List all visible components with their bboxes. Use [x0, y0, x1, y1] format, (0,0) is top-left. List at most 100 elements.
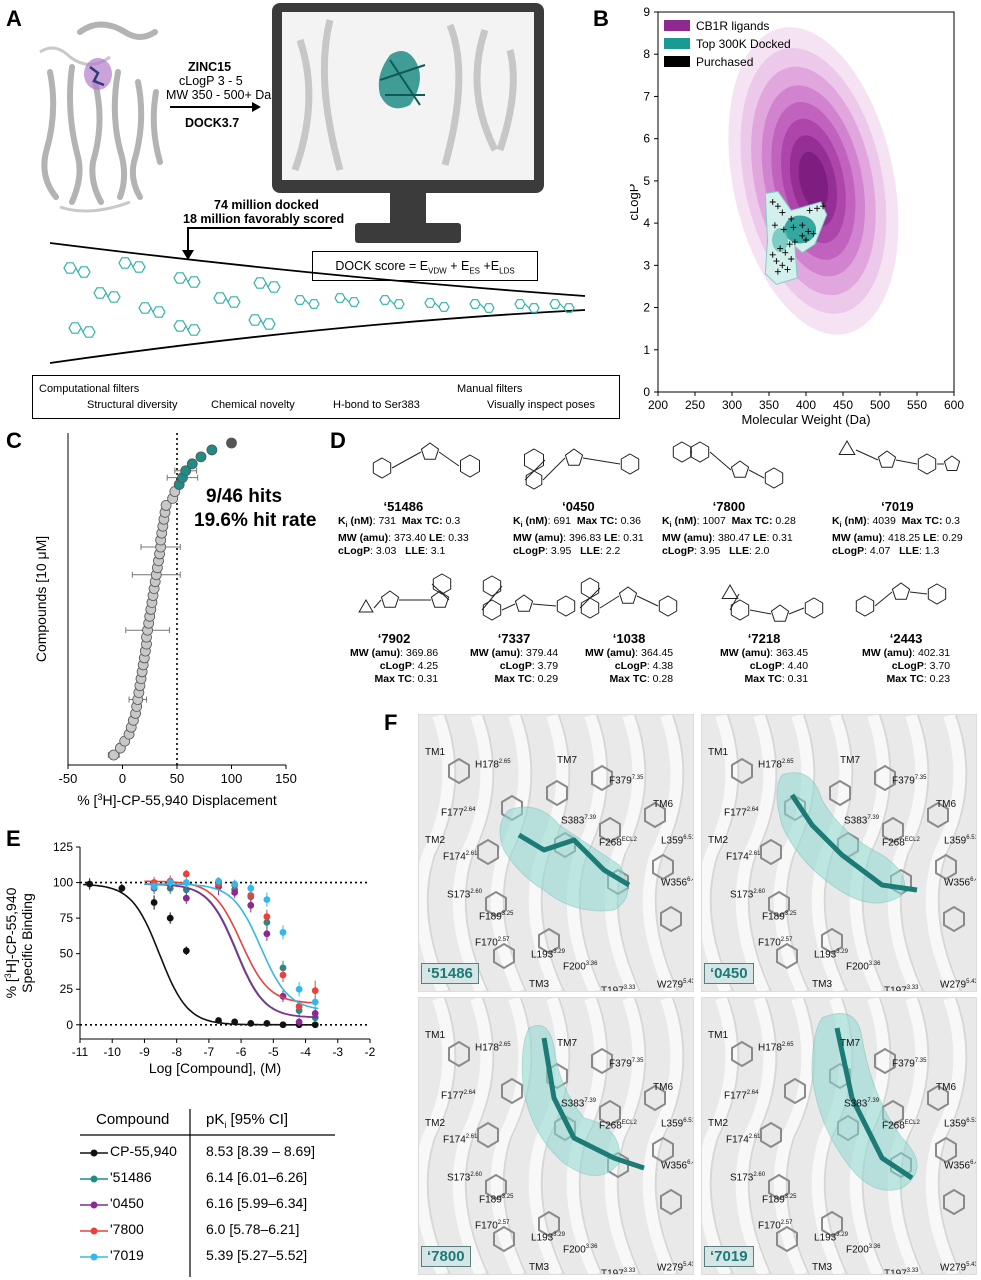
x-tick-label: -50 — [59, 771, 78, 786]
residue-ballesteros-number: 2.64 — [746, 1090, 759, 1096]
residue-ballesteros-number: 6.51 — [683, 1118, 694, 1124]
residue-ballesteros-number: 3.36 — [868, 1244, 881, 1250]
residue-ballesteros-number: 7.39 — [867, 1098, 880, 1104]
funnel-molecule-ring — [77, 266, 91, 278]
legend-marker-dot — [90, 1227, 98, 1235]
y-tick-label: 1 — [643, 343, 650, 357]
helix-ribbon — [887, 715, 930, 991]
residue-label: T1973.33 — [601, 1268, 636, 1275]
funnel-molecule-bond — [559, 303, 565, 309]
helix-ribbon — [452, 998, 495, 1274]
legend-swatch — [664, 56, 690, 67]
funnel-molecule-ring — [438, 302, 450, 312]
purchased-point — [774, 203, 781, 210]
purchased-point — [799, 232, 806, 239]
purchased-point — [803, 237, 809, 243]
funnel-molecule-ring — [267, 281, 281, 293]
fit-curve — [83, 883, 317, 1026]
residue-label: F2003.36 — [563, 1244, 598, 1256]
data-point — [86, 880, 94, 888]
residue-label: S3837.39 — [561, 815, 597, 827]
docking-pose-panel: H1782.65 F1772.64 F1742.61 S1732.60 F1893.25… — [701, 997, 977, 1275]
helix-label: TM3 — [529, 1262, 549, 1273]
ligand-sticks — [517, 832, 631, 888]
fit-curve — [144, 883, 319, 1010]
residue-stick — [448, 1040, 470, 1068]
molecule-ring — [564, 448, 584, 466]
funnel-molecule-bond — [185, 277, 189, 283]
y-tick-label: 4 — [643, 216, 650, 230]
residue-stick — [652, 1136, 674, 1164]
compound-pose-label: ‘7800 — [421, 1246, 471, 1267]
funnel-molecule-ring — [152, 306, 166, 318]
purchased-point — [790, 224, 797, 231]
helix-ribbon — [419, 715, 457, 991]
ligand-surface — [776, 772, 905, 904]
docked-density-core — [784, 215, 817, 244]
funnel-molecule-ring — [262, 318, 276, 330]
dock-score-lds-prefix: +E — [480, 259, 500, 273]
molecule-ring — [730, 599, 750, 621]
compound-point — [180, 465, 192, 477]
funnel-molecule-bond — [389, 299, 395, 305]
residue-stick — [760, 1121, 782, 1149]
monitor-illustration — [272, 3, 544, 243]
residue-stick — [599, 1099, 621, 1127]
data-point — [247, 884, 255, 892]
helix-ribbon-edge — [899, 998, 930, 1274]
residue-ballesteros-number: 6.51 — [966, 835, 977, 841]
residue-ballesteros-number: 6.48 — [687, 1160, 693, 1166]
helix-label: TM7 — [557, 755, 577, 766]
purchased-point — [791, 239, 798, 246]
funnel-molecule-bond — [185, 325, 189, 331]
compound-row-mw: MW (amu): 418.25 LE: 0.29 — [832, 532, 963, 545]
compound-row-mw: MW (amu): 380.47 LE: 0.31 — [662, 532, 793, 545]
residue-ballesteros-number: 2.57 — [780, 1220, 793, 1226]
chemical-novelty-label: Chemical novelty — [211, 399, 295, 411]
visually-inspect-label: Visually inspect poses — [487, 399, 596, 411]
pki-row-value: 8.53 [8.39 – 8.69] — [206, 1143, 315, 1159]
residue-ballesteros-number: 7.35 — [914, 775, 927, 781]
molecule-structure-0 — [372, 442, 480, 479]
data-point — [150, 883, 158, 891]
helix-label: TM7 — [840, 1038, 860, 1049]
helix-label: TM6 — [936, 799, 956, 810]
residue-ballesteros-number: ECL2 — [621, 837, 637, 843]
residue-ballesteros-number: 6.48 — [687, 877, 693, 883]
residue-ballesteros-number: 7.35 — [631, 1058, 644, 1064]
purchased-point — [788, 215, 795, 222]
compound-row-ki: Ki (nM): 1007 Max TC: 0.28 — [662, 515, 796, 530]
funnel-molecule-ring — [248, 314, 262, 326]
helix-ribbon-edge — [747, 998, 778, 1274]
hbond-ser383-label: H-bond to Ser383 — [333, 399, 420, 411]
helix-label: TM3 — [529, 979, 549, 990]
dock-score-lds: LDS — [499, 266, 515, 276]
x-axis-label: % [3H]-CP-55,940 Displacement — [77, 792, 277, 808]
x-tick-label: -2 — [365, 1045, 376, 1059]
residue-label: F268ECL2 — [599, 1120, 637, 1132]
compound-row-maxtc: Max TC: 0.31 — [374, 673, 439, 685]
compound-caption: ‘7800 Ki (nM): 1007 Max TC: 0.28 MW (amu):… — [662, 500, 796, 558]
compound-name: ‘2443 — [889, 631, 923, 646]
molecule-bond — [373, 599, 382, 609]
x-tick-label: -4 — [300, 1045, 311, 1059]
compound-caption: ‘0450 Ki (nM): 691 Max TC: 0.36 MW (amu): … — [513, 500, 644, 558]
data-point — [295, 1018, 303, 1026]
helix-ribbon-edge — [426, 715, 457, 991]
pki-col-value-prefix: pK — [206, 1111, 225, 1128]
residue-label: F1893.25 — [762, 911, 797, 923]
y-tick-label: 125 — [53, 840, 73, 854]
clogp-range-label: cLogP 3 - 5 — [179, 74, 243, 88]
compound-name: ‘7218 — [747, 631, 781, 646]
molecule-bond — [709, 451, 732, 471]
docking-pose-illustration — [419, 998, 685, 1274]
residue-ballesteros-number: 3.36 — [868, 961, 881, 967]
residue-label: W3566.48 — [661, 877, 693, 888]
legend-marker-icon — [80, 1201, 108, 1209]
compound-row-mw: MW (amu): 363.45 — [720, 647, 809, 659]
funnel-molecule-ring — [132, 261, 146, 273]
molecule-ring — [430, 590, 450, 608]
residue-label: L3596.51 — [944, 835, 977, 847]
helix-ribbon — [642, 715, 685, 991]
compound-row-clogp: cLogP: 3.03 LLE: 3.1 — [338, 545, 446, 558]
